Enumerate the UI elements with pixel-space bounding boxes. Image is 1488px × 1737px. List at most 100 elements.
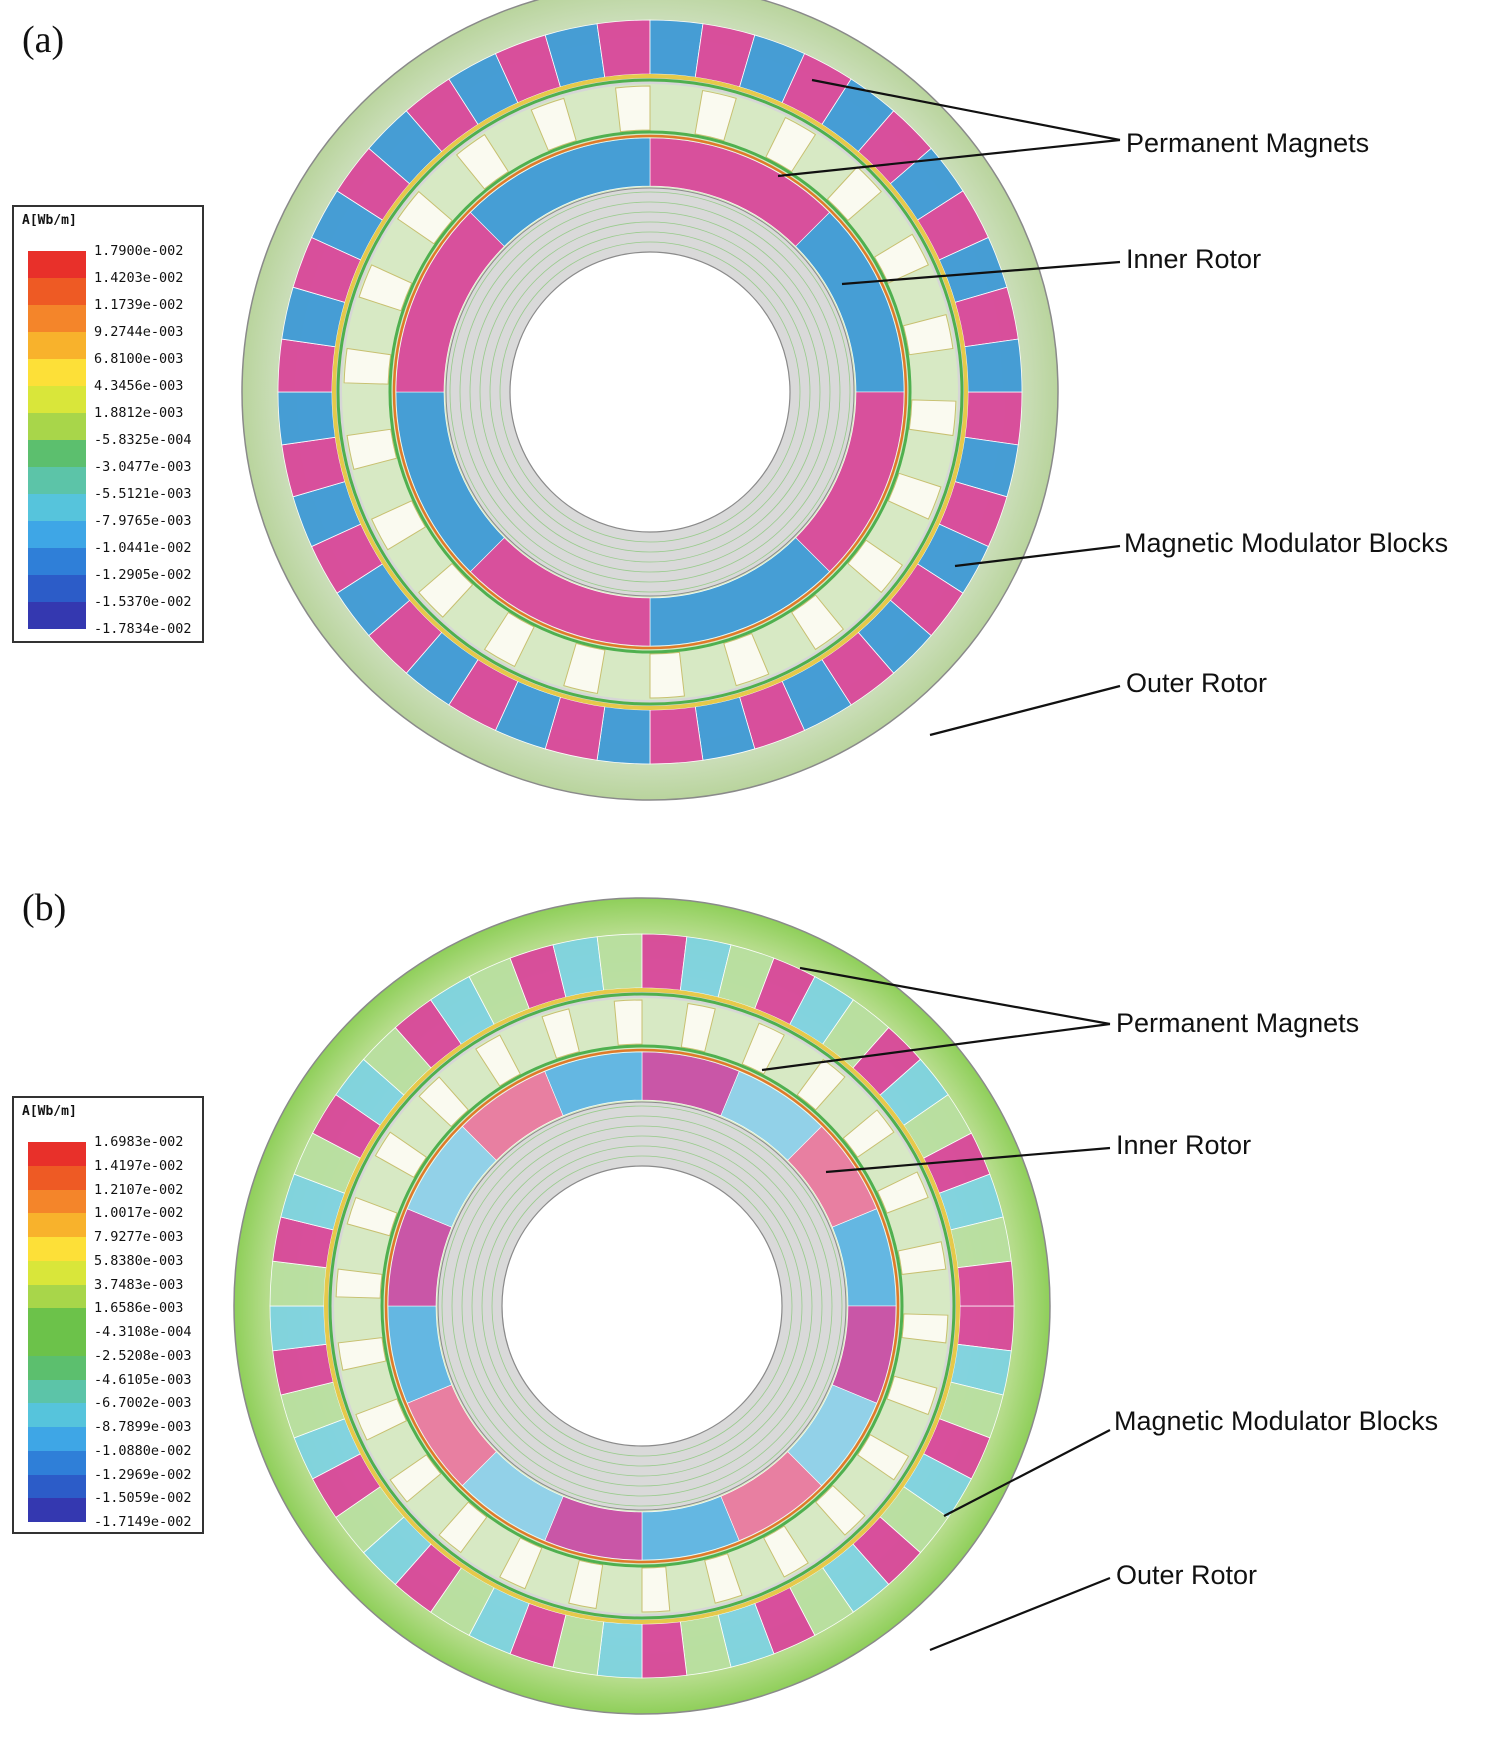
- legend-color-step: [28, 1379, 86, 1404]
- legend-color-step: [28, 440, 86, 467]
- panel-a-label-inner-rotor: Inner Rotor: [1126, 244, 1262, 274]
- modulator-block: [790, 594, 845, 651]
- panel-b-label-outer-rotor: Outer Rotor: [1116, 1560, 1258, 1590]
- modulator-block: [343, 347, 392, 385]
- legend-color-step: [28, 1237, 86, 1261]
- legend-value-label: 1.2107e-002: [94, 1181, 184, 1198]
- outer-magnet-segment: [596, 1621, 643, 1679]
- modulator-block: [530, 97, 577, 152]
- legend-color-step: [28, 1260, 86, 1285]
- modulator-block: [796, 1058, 846, 1111]
- legend-value-label: -1.7834e-002: [94, 621, 192, 637]
- modulator-block: [873, 233, 930, 284]
- modulator-block: [723, 632, 770, 687]
- flux-contour: [469, 211, 831, 573]
- legend-value-label: -1.0441e-002: [94, 540, 192, 556]
- legend-value-label: 6.8100e-003: [94, 351, 184, 367]
- flux-contour: [471, 1135, 813, 1477]
- legend-value-label: 1.8812e-003: [94, 405, 184, 421]
- outer-magnet-segment: [277, 338, 336, 393]
- modulator-block: [455, 133, 510, 190]
- modulator-block: [908, 399, 957, 437]
- flux-contour: [491, 1155, 793, 1457]
- modulator-block: [704, 1553, 743, 1604]
- legend-color-step: [28, 1165, 86, 1190]
- flux-contour: [489, 231, 811, 553]
- panel-a-label-outer-rotor: Outer Rotor: [1126, 668, 1268, 698]
- outer-magnet-segment: [277, 391, 336, 446]
- outer-air-gap-edge: [328, 992, 956, 1620]
- inner-air-gap: [380, 1044, 904, 1568]
- legend-value-label: -7.9765e-003: [94, 513, 192, 529]
- outer-air-gap-edge: [336, 78, 964, 706]
- legend-value-label: -4.3108e-004: [94, 1324, 192, 1340]
- motor-b-field-plot: [233, 897, 1051, 1715]
- modulator-block: [902, 314, 954, 356]
- panel-a-label-modulator-blocks: Magnetic Modulator Blocks: [1124, 528, 1449, 558]
- legend-color-step: [28, 1332, 86, 1356]
- shaft-bore: [501, 1165, 783, 1447]
- legend-value-label: -2.5208e-003: [94, 1347, 192, 1364]
- legend-value-label: 1.1739e-002: [94, 297, 184, 313]
- legend-value-label: 1.0017e-002: [94, 1205, 184, 1222]
- inner-magnet-segment: [469, 137, 651, 247]
- legend-value-label: 9.2744e-003: [94, 324, 184, 340]
- modulator-block: [826, 166, 882, 222]
- outer-air-gap: [324, 988, 960, 1624]
- leader-line: [761, 1022, 1111, 1072]
- modulator-block: [741, 1022, 785, 1075]
- panel-b-label-modulator-blocks: Magnetic Modulator Blocks: [1114, 1406, 1439, 1436]
- modulator-block: [346, 428, 398, 470]
- modulator-block: [876, 1171, 929, 1214]
- panel-b-legend-title: A[Wb/m]: [22, 1104, 77, 1119]
- legend-value-label: 1.4197e-002: [94, 1157, 184, 1174]
- shaft-bore: [509, 251, 791, 533]
- panel-b-leader-lines: [761, 966, 1111, 1652]
- outer-magnet-segment: [641, 1621, 688, 1679]
- panel-b-motor-diagram: [233, 897, 1111, 1715]
- modulator-block: [568, 1559, 604, 1610]
- modulator-block: [815, 1484, 866, 1536]
- outer-magnet-segment: [269, 1260, 327, 1307]
- modulator-block: [847, 539, 904, 594]
- panel-a: (a) A[Wb/m] 1.7900e-002 1.4203e-002 1.1739…: [0, 0, 1488, 868]
- legend-color-step: [28, 1498, 86, 1522]
- legend-color-step: [28, 413, 86, 440]
- legend-value-label: 7.9277e-003: [94, 1229, 184, 1245]
- outer-magnet-segment: [596, 706, 651, 765]
- legend-color-step: [28, 1427, 86, 1451]
- modulator-block: [499, 1537, 543, 1590]
- modulator-block: [475, 1034, 521, 1087]
- motor-a-field-plot: [241, 0, 1059, 801]
- modulator-block: [763, 1525, 809, 1578]
- modulator-block: [396, 190, 453, 245]
- legend-color-step: [28, 386, 86, 413]
- legend-color-step: [28, 305, 86, 332]
- legend-color-step: [28, 1142, 86, 1166]
- flux-contour: [449, 191, 851, 593]
- panel-a-leader-lines: [777, 78, 1121, 737]
- modulator-block: [613, 999, 643, 1046]
- outer-magnet-segment: [964, 391, 1023, 446]
- leader-line: [929, 684, 1121, 737]
- panel-a-legend: A[Wb/m] 1.7900e-002 1.4203e-002 1.1739e-00…: [12, 205, 204, 643]
- leader-line: [825, 1146, 1111, 1174]
- modulator-block: [897, 1241, 947, 1275]
- leader-line: [954, 544, 1121, 568]
- panel-b-legend: A[Wb/m] 1.6983e-002 1.4197e-002 1.2107e-00…: [12, 1096, 204, 1534]
- inner-magnet-segment: [544, 1051, 643, 1117]
- outer-magnet-segment: [964, 338, 1023, 393]
- panel-a-legend-title: A[Wb/m]: [22, 213, 77, 228]
- modulator-block: [563, 642, 606, 695]
- outer-magnet-segment: [649, 19, 704, 78]
- panel-a-label-permanent-magnets: Permanent Magnets: [1126, 128, 1370, 158]
- outer-magnet-segment: [269, 1305, 327, 1352]
- outer-magnet-segment: [596, 933, 643, 991]
- outer-magnet-segment: [649, 706, 704, 765]
- legend-value-label: -1.2905e-002: [94, 567, 192, 583]
- legend-value-label: -3.0477e-003: [94, 459, 192, 475]
- outer-magnet-segment: [596, 19, 651, 78]
- leader-line: [811, 78, 1121, 142]
- legend-value-label: -8.7899e-003: [94, 1419, 192, 1435]
- modulator-block: [370, 500, 427, 551]
